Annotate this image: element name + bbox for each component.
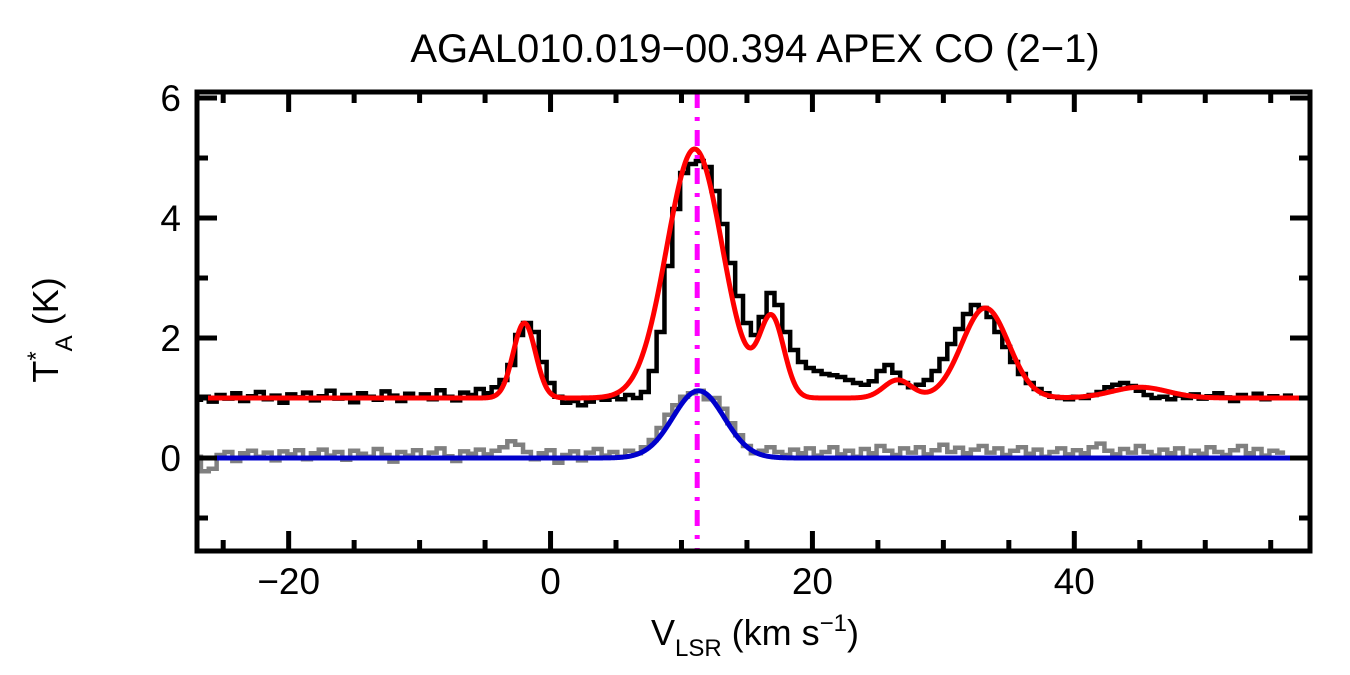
y-axis-label: T*A (K) [23, 277, 78, 382]
svg-text:T*A (K): T*A (K) [23, 277, 78, 382]
data-layer [197, 92, 1310, 551]
x-tick-label: 0 [540, 561, 561, 602]
x-axis-label: VLSR (km s−1) [651, 610, 859, 662]
series-model-fit-observed [197, 146, 1310, 401]
x-tick-label: −20 [257, 561, 320, 602]
x-axis-label-exponent: −1 [820, 610, 847, 637]
y-axis-label-base: T [25, 361, 66, 383]
y-tick-label: 2 [160, 318, 181, 359]
y-axis-label-superscript: * [23, 351, 50, 360]
y-tick-label: 4 [160, 198, 181, 239]
x-axis-label-unit-close: ) [847, 612, 859, 653]
axes-frame [194, 89, 1313, 554]
x-axis-label-base: V [651, 612, 675, 653]
y-axis-label-subscript: A [51, 335, 78, 351]
x-axis-label-unit-open: (km s [722, 612, 820, 653]
x-tick-label: 40 [1054, 561, 1095, 602]
tick-label-layer: −20 0 20 40 0 2 4 6 [160, 78, 1094, 602]
x-axis-label-subscript: LSR [675, 635, 722, 662]
x-tick-label: 20 [792, 561, 833, 602]
y-axis-label-unit: (K) [25, 277, 66, 335]
chart-title: AGAL010.019−00.394 APEX CO (2−1) [410, 27, 1099, 71]
series-model-fit-secondary [197, 388, 1310, 461]
y-tick-label: 0 [160, 438, 181, 479]
axes-layer [194, 89, 1313, 554]
y-tick-label: 6 [160, 78, 181, 119]
